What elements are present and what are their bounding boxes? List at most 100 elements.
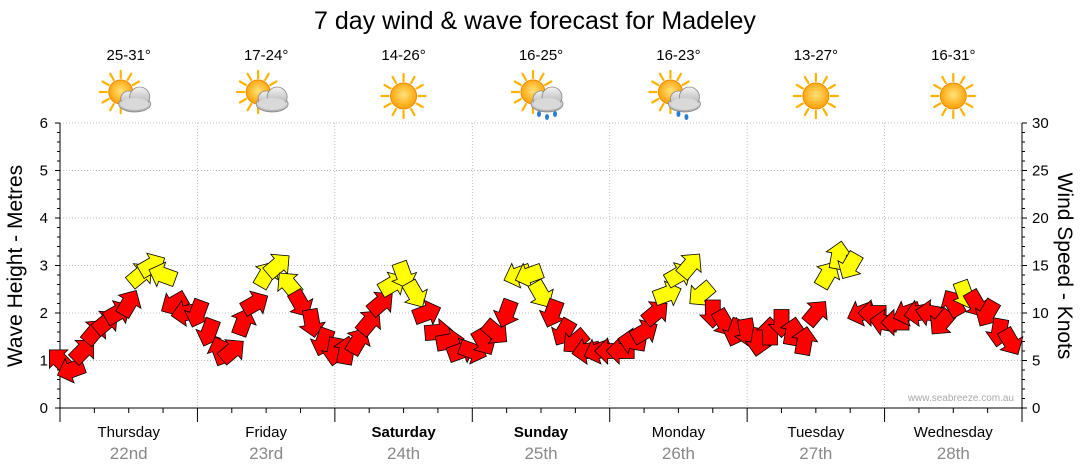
sun-disc [802, 82, 830, 110]
left-tick-label: 3 [40, 258, 48, 275]
sun-ray [264, 72, 270, 81]
sun-ray [409, 107, 416, 117]
wind-arrow [67, 339, 94, 367]
wind-arrow [115, 290, 142, 320]
right-tick-label: 25 [1032, 163, 1049, 180]
sun-ray [651, 97, 660, 104]
wind-arrow [230, 307, 257, 338]
right-tick-label: 10 [1032, 305, 1049, 322]
day-date: 24th [387, 444, 420, 463]
wind-arrow-shape [148, 261, 179, 288]
day-date: 28th [937, 444, 970, 463]
sun-ray [246, 103, 253, 112]
sun-disc [390, 82, 418, 110]
day-date: 22nd [110, 444, 148, 463]
wind-arrow [940, 290, 967, 320]
sun-ray [965, 102, 974, 109]
sun-ray [269, 80, 278, 87]
wind-arrow [298, 307, 327, 338]
wind-arrow [527, 278, 554, 308]
left-axis-label: Wave Height - Metres [4, 165, 27, 367]
wind-arrow [411, 299, 442, 326]
left-tick-label: 0 [40, 400, 48, 417]
wind-arrow [183, 297, 210, 328]
wind-arrow [996, 325, 1024, 355]
sun-ray [965, 83, 974, 90]
cloud-shape [118, 86, 152, 113]
sun-ray [391, 75, 398, 85]
day-name: Wednesday [914, 424, 993, 441]
wind-arrow-shape [216, 339, 244, 366]
wind-arrow-shape [262, 253, 290, 281]
wind-arrow [492, 297, 520, 328]
right-axis-label: Wind Speed - Knots [1053, 173, 1076, 360]
right-tick-label: 0 [1032, 400, 1040, 417]
right-tick-label: 20 [1032, 210, 1049, 227]
day-name: Sunday [514, 424, 569, 441]
partly-cloudy-icon [236, 69, 289, 115]
rain-drop [684, 114, 689, 120]
wind-arrow-shape [837, 249, 864, 279]
wind-arrow [262, 253, 290, 281]
day-labels: Thursday 22nd Friday 23rd Saturday 24th Sunday… [97, 424, 993, 463]
day-name: Monday [652, 424, 706, 441]
sun-ray [383, 102, 392, 109]
wind-arrow [640, 301, 668, 328]
day-name: Thursday [97, 424, 160, 441]
sun-disc [939, 82, 967, 110]
wind-arrow-shape [239, 290, 269, 318]
sun-ray [803, 75, 810, 85]
day-temp: 16-23° [656, 47, 700, 64]
wind-arrow [675, 253, 702, 281]
sun-ray [126, 72, 133, 81]
wind-arrow-shape [996, 325, 1024, 355]
rain-drop [553, 111, 557, 117]
sunny-icon [930, 72, 977, 120]
weather-icons [98, 69, 977, 120]
sunny-icon [380, 72, 427, 120]
day-temp: 13-27° [794, 47, 838, 64]
sun-ray [822, 107, 828, 117]
sun-ray [109, 103, 115, 112]
wind-arrow-shape [183, 297, 210, 328]
day-date: 26th [662, 444, 695, 463]
sun-ray [101, 80, 110, 87]
partly-cloudy-icon [98, 69, 152, 115]
wind-arrow-shape [115, 290, 142, 320]
sun-ray [941, 107, 947, 117]
sun-ray [795, 102, 804, 109]
wind-arrow [837, 249, 864, 279]
day-temp: 16-25° [519, 47, 563, 64]
wind-arrow [401, 278, 428, 308]
sun-ray [238, 97, 248, 104]
day-date: 23rd [249, 444, 283, 463]
wind-arrow-shape [640, 301, 668, 328]
sun-ray [513, 97, 522, 104]
grid-lines [60, 122, 1022, 408]
wind-arrow-shape [492, 297, 520, 328]
wind-arrow-shape [813, 261, 841, 291]
sun-ray [827, 102, 837, 109]
sun-ray [658, 72, 665, 81]
right-tick-label: 5 [1032, 353, 1040, 370]
wind-arrow-shape [790, 326, 819, 357]
wind-arrow-shape [514, 262, 545, 289]
sun-ray [246, 72, 253, 81]
wind-arrow-shape [354, 310, 381, 338]
sun-ray [933, 102, 942, 109]
cloud-fill [670, 98, 699, 110]
wind-arrow [216, 339, 244, 366]
right-ticks: 0 5 10 15 20 25 30 [1022, 115, 1049, 417]
wind-arrow-shape [538, 297, 566, 328]
rain-drop [537, 111, 541, 117]
wind-arrow [365, 291, 393, 319]
sun-ray [521, 72, 528, 81]
sunny-icon [792, 72, 839, 120]
wind-arrow-shape [298, 307, 327, 338]
sun-ray [415, 83, 424, 90]
wind-arrow [801, 301, 828, 329]
sun-ray [651, 80, 660, 87]
wind-arrow-shape [651, 280, 682, 307]
left-tick-label: 5 [40, 163, 48, 180]
sun-ray [827, 83, 837, 90]
